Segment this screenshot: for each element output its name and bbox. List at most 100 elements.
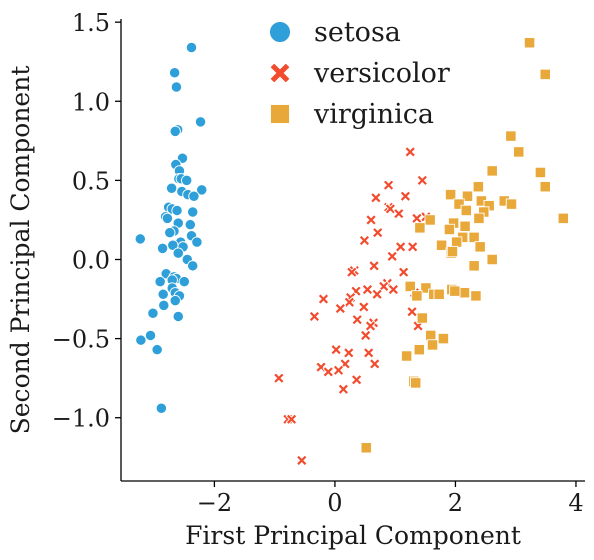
legend-virginica-marker [270,104,290,124]
y-axis-label: Second Principal Component [6,66,35,435]
setosa-point [181,174,193,187]
versicolor-point [371,288,383,301]
versicolor-point [342,347,355,359]
virginica-point [420,282,432,294]
versicolor-point [411,212,423,225]
setosa-point [196,184,208,196]
y-tick-label: −1.0 [52,405,110,433]
virginica-point [539,181,551,193]
virginica-point [414,222,426,234]
versicolor-point [295,454,308,467]
virginica-point [413,344,425,356]
setosa-point [135,334,147,346]
versicolor-point [399,190,412,203]
versicolor-point [337,383,350,396]
versicolor-point [382,179,395,191]
versicolor-point [392,207,405,220]
legend-virginica-label: virginica [313,99,434,130]
versicolor-point [377,280,390,293]
setosa-point [187,206,199,218]
setosa-point [178,275,190,288]
virginica-point [557,212,569,225]
virginica-point [461,190,474,202]
virginica-point [410,377,422,389]
virginica-point [449,285,461,297]
versicolor-point [394,240,407,253]
y-tick-label: 1.5 [72,9,110,37]
setosa-point [187,260,199,272]
versicolor-point [361,283,374,296]
versicolor-point [406,305,418,318]
versicolor-point [332,364,345,377]
legend-setosa-label: setosa [314,17,401,48]
legend: setosa versicolor virginica [269,17,450,130]
x-tick-label: 4 [568,489,583,517]
versicolor-point [358,234,371,247]
setosa-point [165,182,178,194]
versicolor-point [371,226,384,239]
versicolor-point [317,293,330,305]
versicolor-point [330,343,342,356]
virginica-point [468,231,480,243]
virginica-point [411,290,423,302]
virginica-point [446,245,459,258]
x-axis-label: First Principal Component [185,521,521,550]
virginica-point [433,288,445,300]
virginica-point [474,241,486,253]
y-tick-label: 0.5 [72,167,110,195]
virginica-point [468,260,480,272]
versicolor-point [404,146,417,158]
virginica-point [450,236,463,248]
setosa-point [134,233,146,245]
legend-versicolor-marker [269,62,291,84]
versicolor-point [368,259,380,272]
versicolor-point [406,240,419,253]
setosa-point [161,212,174,225]
virginica-point [437,332,450,345]
setosa-point [169,125,181,137]
setosa-point [151,344,163,356]
versicolor-point [285,413,298,426]
virginica-point [486,253,498,266]
virginica-point [459,220,471,232]
setosa-point [155,402,168,414]
y-tick-label: −0.5 [52,326,110,354]
versicolor-point [364,320,377,332]
legend-setosa-marker [269,21,291,43]
virginica-point [443,223,456,236]
virginica-point [404,280,416,293]
virginica-point [523,37,536,49]
setosa-point [171,204,183,217]
virginica-point [534,166,547,179]
setosa-point [170,81,183,93]
versicolor-point [387,283,400,296]
versicolor-point [362,347,375,359]
versicolor-point [370,191,382,204]
versicolor-point [397,266,410,278]
virginica-point [416,312,428,324]
versicolor-point [386,250,399,263]
setosa-point [157,288,169,300]
setosa-point [164,226,176,239]
virginica-point [513,146,525,158]
x-tick-label: 2 [448,489,463,517]
y-axis: −1.0 −0.5 0.0 0.5 1.0 1.5 [52,9,121,433]
virginica-point [539,68,551,81]
setosa-point [172,310,184,323]
plot-area [134,37,569,467]
y-tick-label: 0.0 [72,246,110,274]
y-tick-label: 1.0 [72,88,110,116]
virginica-point [505,198,518,210]
x-axis: −2 0 2 4 [197,481,584,517]
x-tick-label: −2 [197,489,232,517]
setosa-point [154,275,166,288]
versicolor-point [365,214,377,226]
setosa-point [168,67,181,79]
virginica-point [458,287,471,299]
virginica-point [424,214,436,226]
x-tick-label: 0 [327,489,342,517]
virginica-point [453,198,465,210]
setosa-point [144,329,157,342]
versicolor-point [358,301,370,313]
